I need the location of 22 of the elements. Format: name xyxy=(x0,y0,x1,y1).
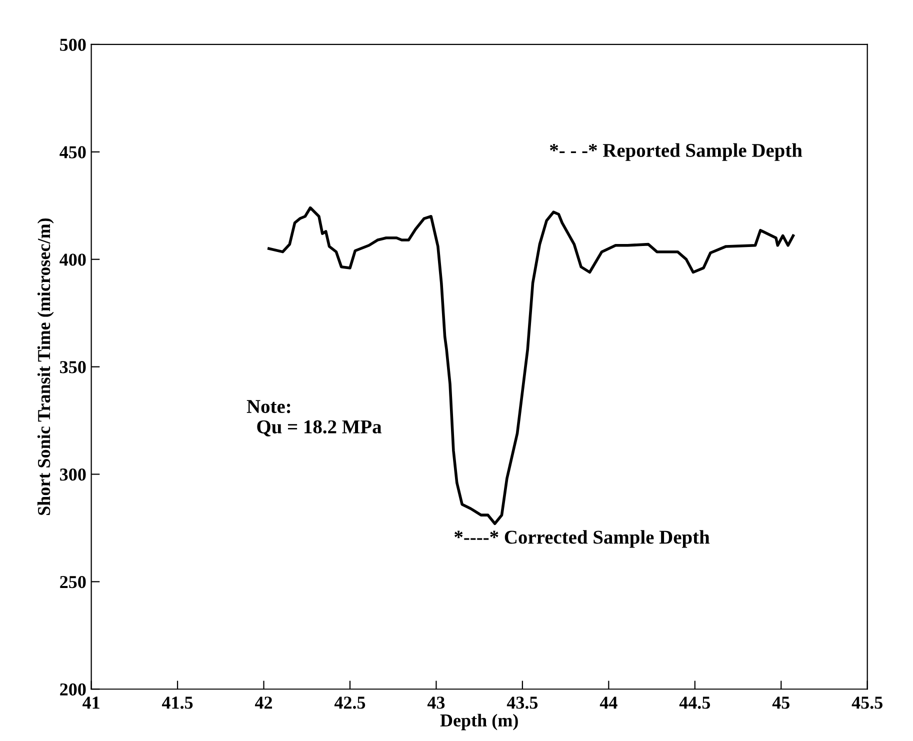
annotation: Note: Qu = 18.2 MPa xyxy=(246,400,382,436)
annotation: *----* Corrected Sample Depth xyxy=(454,530,710,548)
y-tick-label: 400 xyxy=(60,254,86,266)
y-tick-label: 200 xyxy=(60,683,86,696)
y-axis-title: Short Sonic Transit Time (microsec/m) xyxy=(37,218,54,515)
x-tick-label: 44.5 xyxy=(679,696,710,709)
x-tick-label: 43 xyxy=(427,696,445,709)
x-tick-label: 45.5 xyxy=(852,696,882,709)
x-tick-label: 41.5 xyxy=(162,696,193,709)
annotation: *- - -* Reported Sample Depth xyxy=(550,143,802,161)
y-tick-label: 500 xyxy=(60,38,86,51)
x-axis-title: Depth (m) xyxy=(440,714,518,730)
x-tick-label: 42.5 xyxy=(334,696,366,709)
y-tick-label: 350 xyxy=(60,361,86,374)
y-tick-label: 450 xyxy=(60,146,86,158)
y-tick-label: 300 xyxy=(60,468,86,481)
x-tick-label: 45 xyxy=(772,696,790,709)
x-tick-label: 44 xyxy=(600,696,618,709)
x-tick-label: 42 xyxy=(254,696,272,709)
x-tick-label: 43.5 xyxy=(506,696,538,709)
x-tick-label: 41 xyxy=(82,696,100,709)
y-tick-label: 250 xyxy=(60,576,86,588)
